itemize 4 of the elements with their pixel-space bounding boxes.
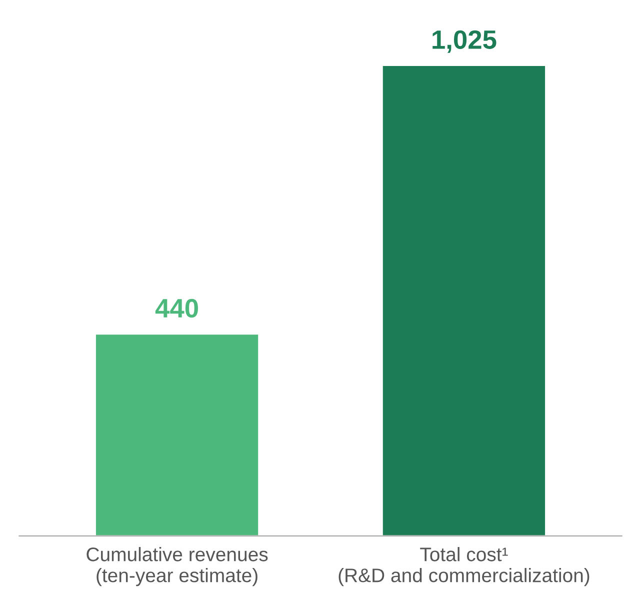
data-label: 440 bbox=[155, 298, 198, 318]
data-label: 1,025 bbox=[432, 30, 496, 53]
x-tick-label: Total cost¹ (R&D and commercialization) bbox=[338, 547, 590, 586]
x-tick-label: Cumulative revenues (ten-year estimate) bbox=[86, 547, 268, 586]
